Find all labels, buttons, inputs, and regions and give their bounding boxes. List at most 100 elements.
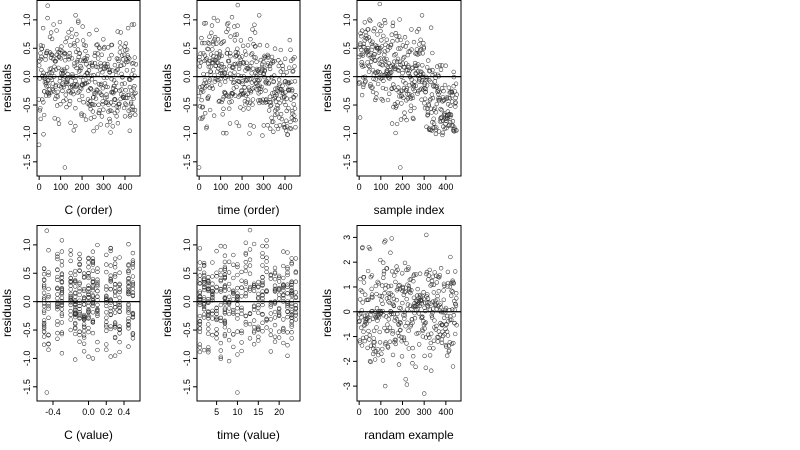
- residual-point: [443, 121, 448, 127]
- residual-point: [79, 65, 84, 71]
- residual-point: [122, 114, 128, 119]
- residual-point: [235, 352, 240, 357]
- residual-point: [206, 284, 211, 289]
- residual-point: [86, 292, 91, 297]
- residual-point: [86, 271, 91, 276]
- residual-point: [88, 86, 93, 91]
- residual-point: [402, 260, 408, 266]
- residual-point: [101, 46, 107, 51]
- residual-point: [260, 280, 265, 286]
- residual-point: [211, 113, 217, 118]
- residual-point: [421, 296, 426, 301]
- residual-point: [264, 316, 269, 321]
- residual-point: [437, 98, 442, 103]
- residual-point: [293, 256, 298, 261]
- residual-point: [429, 315, 435, 320]
- residual-point: [268, 328, 273, 333]
- x-tick-label: 200: [395, 407, 410, 417]
- residual-point: [264, 97, 269, 102]
- residual-point: [248, 90, 254, 95]
- residual-point: [218, 41, 224, 46]
- residual-point: [434, 101, 439, 107]
- residual-point: [67, 102, 72, 107]
- x-axis-title: C (order): [64, 203, 112, 217]
- residual-point: [398, 321, 403, 326]
- residual-point: [90, 318, 96, 323]
- residual-point: [40, 43, 46, 49]
- residual-point: [239, 278, 244, 283]
- residual-point: [123, 41, 129, 46]
- residual-point: [270, 60, 276, 65]
- residual-point: [357, 338, 362, 343]
- residual-point: [282, 79, 288, 84]
- residual-point: [285, 250, 290, 255]
- residual-point: [275, 88, 280, 93]
- residual-point: [77, 256, 82, 261]
- residual-point: [105, 123, 110, 128]
- residual-point: [285, 284, 290, 289]
- residual-point: [38, 56, 43, 62]
- residual-point: [445, 333, 451, 338]
- residual-point: [63, 58, 68, 63]
- residual-outlier-point: [257, 13, 262, 18]
- residual-point: [273, 99, 279, 104]
- residual-point: [285, 353, 290, 358]
- residual-point: [249, 60, 254, 65]
- residual-point: [424, 271, 429, 277]
- residual-point: [396, 362, 402, 367]
- residual-point: [66, 57, 71, 62]
- residual-point: [117, 281, 122, 287]
- residual-point: [201, 21, 207, 26]
- residual-point: [95, 277, 100, 282]
- residual-point: [292, 79, 298, 84]
- residual-point: [235, 23, 240, 28]
- residual-point: [427, 335, 432, 340]
- residual-point: [264, 259, 269, 264]
- residual-point: [222, 332, 228, 337]
- y-tick-label: -1.0: [182, 351, 192, 367]
- residual-point: [222, 306, 228, 311]
- residual-point: [84, 56, 89, 61]
- residual-point: [68, 252, 73, 257]
- residual-point: [59, 275, 65, 280]
- residual-point: [218, 286, 223, 292]
- residual-point: [90, 249, 96, 254]
- residual-point: [360, 245, 365, 250]
- residual-point: [59, 71, 64, 76]
- residual-point: [67, 89, 72, 94]
- residual-point: [222, 309, 228, 315]
- residual-point: [245, 43, 251, 48]
- residual-point: [285, 309, 290, 315]
- residual-point: [276, 296, 282, 301]
- residual-point: [55, 307, 60, 312]
- residual-point: [200, 104, 206, 110]
- residual-point: [377, 340, 383, 345]
- residual-point: [281, 282, 286, 287]
- residual-point: [371, 54, 376, 59]
- residual-point: [46, 315, 51, 320]
- residual-point: [123, 88, 128, 93]
- residual-point: [81, 78, 86, 83]
- residual-point: [108, 324, 113, 329]
- residual-point: [438, 305, 444, 310]
- residual-point: [433, 84, 438, 89]
- residual-point: [377, 310, 382, 315]
- residual-point: [357, 44, 363, 50]
- residual-point: [226, 358, 232, 364]
- residual-point: [361, 44, 366, 49]
- residual-point: [450, 289, 455, 294]
- residual-point: [251, 241, 257, 247]
- residual-point: [453, 104, 458, 109]
- residual-point: [239, 348, 244, 354]
- residual-point: [266, 81, 272, 86]
- residual-point: [86, 283, 91, 288]
- residual-point: [263, 79, 268, 85]
- residual-point: [256, 326, 261, 331]
- residual-point: [214, 311, 219, 316]
- residual-point: [77, 306, 82, 312]
- residual-point: [369, 292, 375, 297]
- residual-point: [59, 286, 65, 291]
- residual-point: [217, 49, 222, 54]
- residual-point: [59, 331, 65, 337]
- residual-point: [271, 79, 276, 85]
